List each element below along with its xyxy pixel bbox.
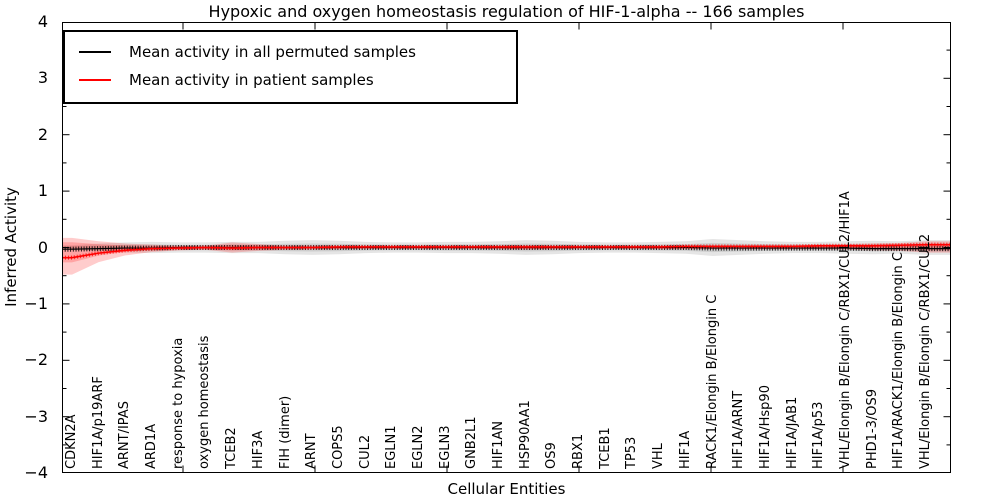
- y-axis-label: Inferred Activity: [2, 187, 20, 307]
- y-tick-label: −3: [24, 406, 48, 426]
- y-tick-label: 0: [37, 237, 48, 257]
- patient-mean-line: [62, 243, 950, 259]
- y-tick-label: 2: [37, 124, 48, 144]
- y-tick-label: 1: [37, 181, 48, 201]
- permuted-line-sample-icon: [79, 51, 111, 53]
- legend-entry-patient: Mean activity in patient samples: [75, 66, 506, 94]
- y-tick-label: −1: [24, 293, 48, 313]
- y-axis-tick-labels: 4 3 2 1 0 −1 −2 −3 −4: [0, 0, 56, 500]
- chart-title: Hypoxic and oxygen homeostasis regulatio…: [208, 2, 805, 21]
- plot-canvas: [62, 22, 951, 473]
- x-axis-label: Cellular Entities: [447, 480, 566, 498]
- legend-box: Mean activity in all permuted samples Me…: [63, 30, 518, 104]
- legend-entry-permuted: Mean activity in all permuted samples: [75, 38, 506, 66]
- legend-label-patient: Mean activity in patient samples: [129, 71, 374, 89]
- y-tick-label: 4: [37, 11, 48, 31]
- y-tick-label: −4: [24, 463, 48, 483]
- y-tick-label: −2: [24, 350, 48, 370]
- plot-area: CDKN2A HIF1A/p19ARF ARNT/IPAS ARD1A response…: [62, 22, 951, 473]
- patient-line-sample-icon: [79, 79, 111, 81]
- y-tick-label: 3: [37, 68, 48, 88]
- legend-label-permuted: Mean activity in all permuted samples: [129, 43, 416, 61]
